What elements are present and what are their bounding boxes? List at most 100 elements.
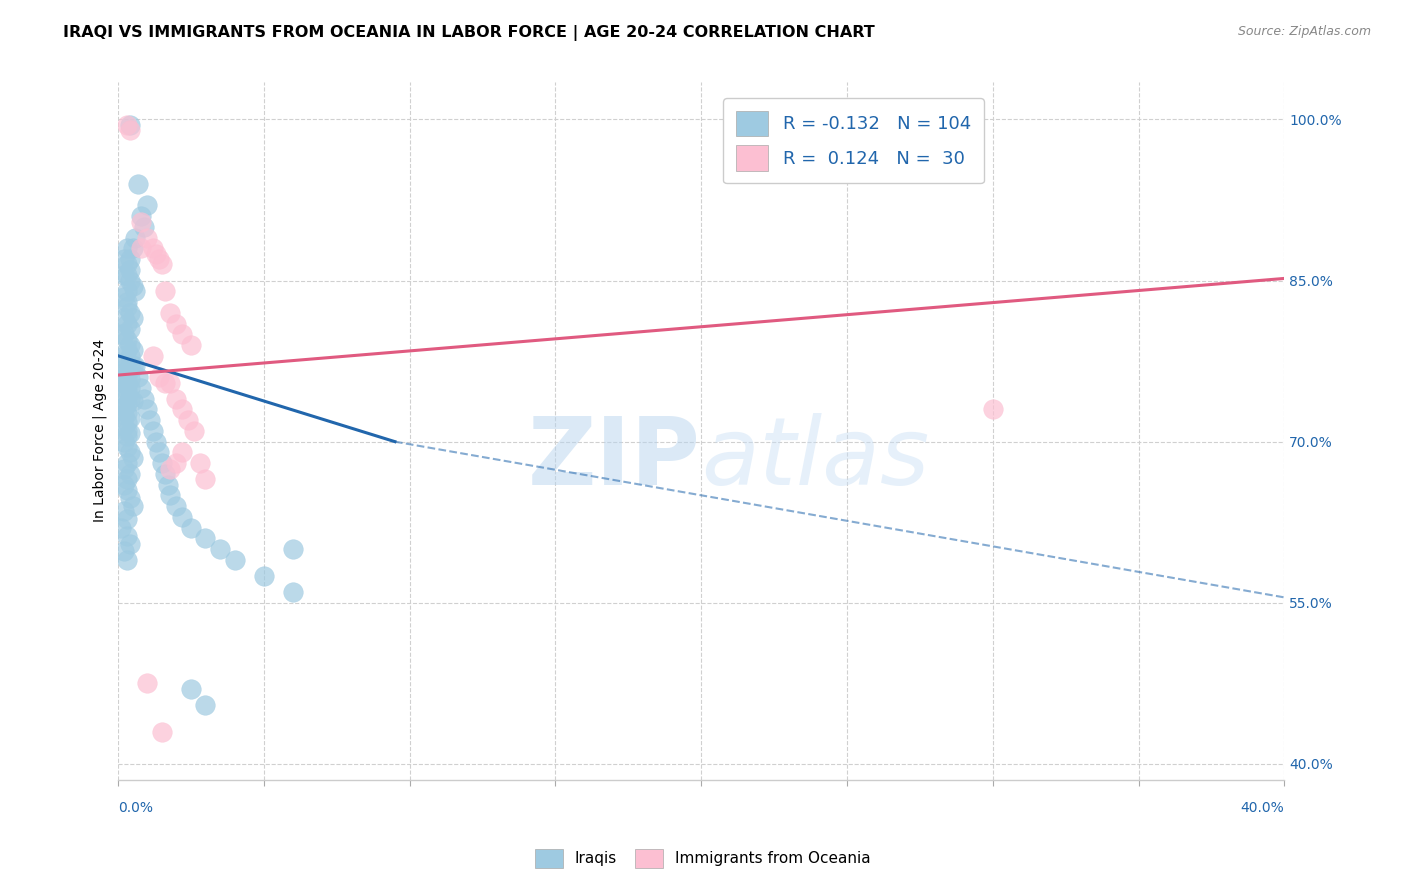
Point [153,285,176,299]
Legend: R = -0.132   N = 104, R =  0.124   N =  30: R = -0.132 N = 104, R = 0.124 N = 30 [723,98,984,184]
Point [142,241,165,255]
Point [115,472,138,486]
Point [112,434,135,449]
Point [112,349,135,363]
Point [281,542,304,557]
Point [115,383,138,397]
Text: 0.0%: 0.0% [118,801,153,815]
Point [115,529,138,543]
Point [159,306,181,320]
Point [112,461,135,475]
Point [153,467,176,481]
Point [112,544,135,558]
Point [115,285,138,299]
Point [121,499,143,513]
Point [121,393,143,408]
Point [148,252,170,266]
Point [115,483,138,497]
Point [115,343,138,358]
Point [112,408,135,422]
Point [115,390,138,404]
Text: ZIP: ZIP [529,413,702,505]
Point [981,402,1004,417]
Point [121,241,143,255]
Point [129,241,152,255]
Point [118,263,141,277]
Point [124,285,146,299]
Point [115,397,138,411]
Point [194,698,217,712]
Point [115,241,138,255]
Point [121,450,143,465]
Point [165,456,187,470]
Point [148,370,170,384]
Point [177,413,200,427]
Point [112,290,135,304]
Point [118,306,141,320]
Point [136,402,159,417]
Point [118,426,141,441]
Point [118,274,141,288]
Point [165,392,187,406]
Point [118,349,141,363]
Point [112,477,135,491]
Point [110,402,132,417]
Point [115,354,138,368]
Point [194,472,217,486]
Point [129,381,152,395]
Point [118,537,141,551]
Point [172,509,194,524]
Point [136,230,159,244]
Point [129,214,152,228]
Point [139,413,162,427]
Point [115,295,138,310]
Point [165,499,187,513]
Point [124,230,146,244]
Point [224,553,246,567]
Point [112,252,135,266]
Point [110,327,132,342]
Point [115,512,138,526]
Point [115,370,138,384]
Point [136,198,159,212]
Point [118,118,141,132]
Point [115,268,138,283]
Point [115,424,138,438]
Point [183,424,205,438]
Point [150,456,173,470]
Point [134,392,156,406]
Point [153,376,176,390]
Point [194,531,217,545]
Point [115,118,138,132]
Point [118,322,141,336]
Point [115,365,138,379]
Point [150,724,173,739]
Point [145,246,167,260]
Point [112,386,135,401]
Point [129,209,152,223]
Point [136,676,159,690]
Point [118,381,141,395]
Legend: Iraqis, Immigrants from Oceania: Iraqis, Immigrants from Oceania [529,843,877,873]
Point [112,418,135,433]
Point [159,488,181,502]
Point [121,359,143,374]
Point [172,445,194,459]
Point [115,333,138,347]
Point [115,440,138,454]
Point [127,370,149,384]
Point [180,681,202,696]
Point [115,429,138,443]
Point [118,123,141,137]
Point [142,349,165,363]
Point [208,542,231,557]
Point [115,317,138,331]
Point [112,376,135,390]
Point [159,376,181,390]
Point [172,402,194,417]
Text: 40.0%: 40.0% [1240,801,1284,815]
Point [118,252,141,266]
Point [188,456,211,470]
Point [118,372,141,386]
Point [145,434,167,449]
